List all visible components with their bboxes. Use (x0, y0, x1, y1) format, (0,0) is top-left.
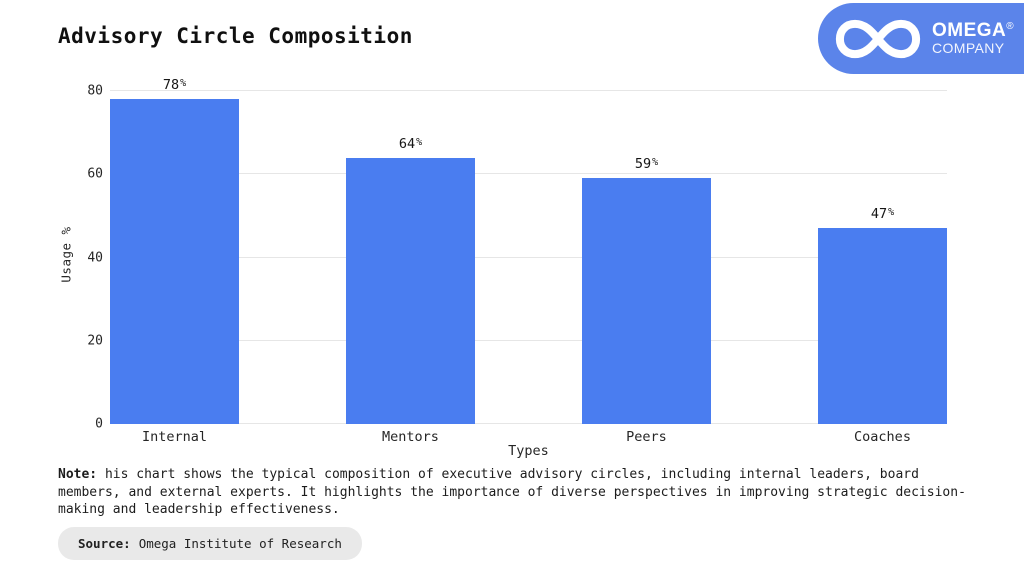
bar-peers (582, 178, 711, 424)
gridline (110, 173, 947, 175)
x-tick-label: Mentors (382, 429, 439, 445)
plot-area: 78% Internal 64% Mentors 59% Peers 47% Coaches (110, 77, 947, 445)
note-body: his chart shows the typical composition … (58, 467, 966, 518)
logo-brand: OMEGA® (932, 20, 1015, 42)
infinity-icon (832, 16, 924, 62)
note-text: Note: his chart shows the typical compos… (58, 466, 980, 519)
bar-slot: 59% Peers (582, 91, 711, 445)
bar-slot: 47% Coaches (818, 91, 947, 445)
y-tick-label: 40 (87, 250, 103, 265)
x-tick-label: Coaches (854, 429, 911, 445)
source-label: Source: (78, 536, 131, 551)
y-tick-label: 20 (87, 333, 103, 349)
bar-slot: 78% Internal (110, 77, 239, 445)
bar-mentors (346, 157, 475, 424)
source-badge: Source: Omega Institute of Research (58, 527, 362, 560)
gridline (110, 256, 947, 258)
bar-value-label: 47% (870, 206, 895, 223)
y-tick-label: 80 (87, 83, 103, 99)
note-label: Note: (58, 467, 98, 482)
bar-value-label: 64% (398, 135, 423, 152)
x-axis-label: Types (508, 443, 549, 459)
x-tick-label: Peers (626, 429, 667, 445)
registered-mark: ® (1006, 21, 1015, 33)
y-tick-label: 60 (87, 166, 103, 182)
logo-text: OMEGA® COMPANY (932, 21, 1014, 56)
bar-coaches (818, 228, 947, 424)
logo-subtitle: COMPANY (932, 40, 1005, 57)
source-text: Omega Institute of Research (138, 536, 342, 551)
bar-slot: 64% Mentors (346, 91, 475, 445)
bar-value-label: 59% (634, 156, 659, 173)
x-tick-label: Internal (141, 429, 207, 445)
gridline (110, 90, 947, 91)
page-title: Advisory Circle Composition (58, 24, 413, 48)
bar-value-label: 78% (162, 77, 187, 94)
gridline (110, 339, 947, 341)
y-axis-ticks: 0 20 40 60 80 (0, 84, 103, 432)
gridline (110, 423, 947, 424)
company-logo: OMEGA® COMPANY (818, 3, 1024, 74)
y-tick-label: 0 (95, 416, 103, 432)
bar-internal (110, 99, 239, 424)
